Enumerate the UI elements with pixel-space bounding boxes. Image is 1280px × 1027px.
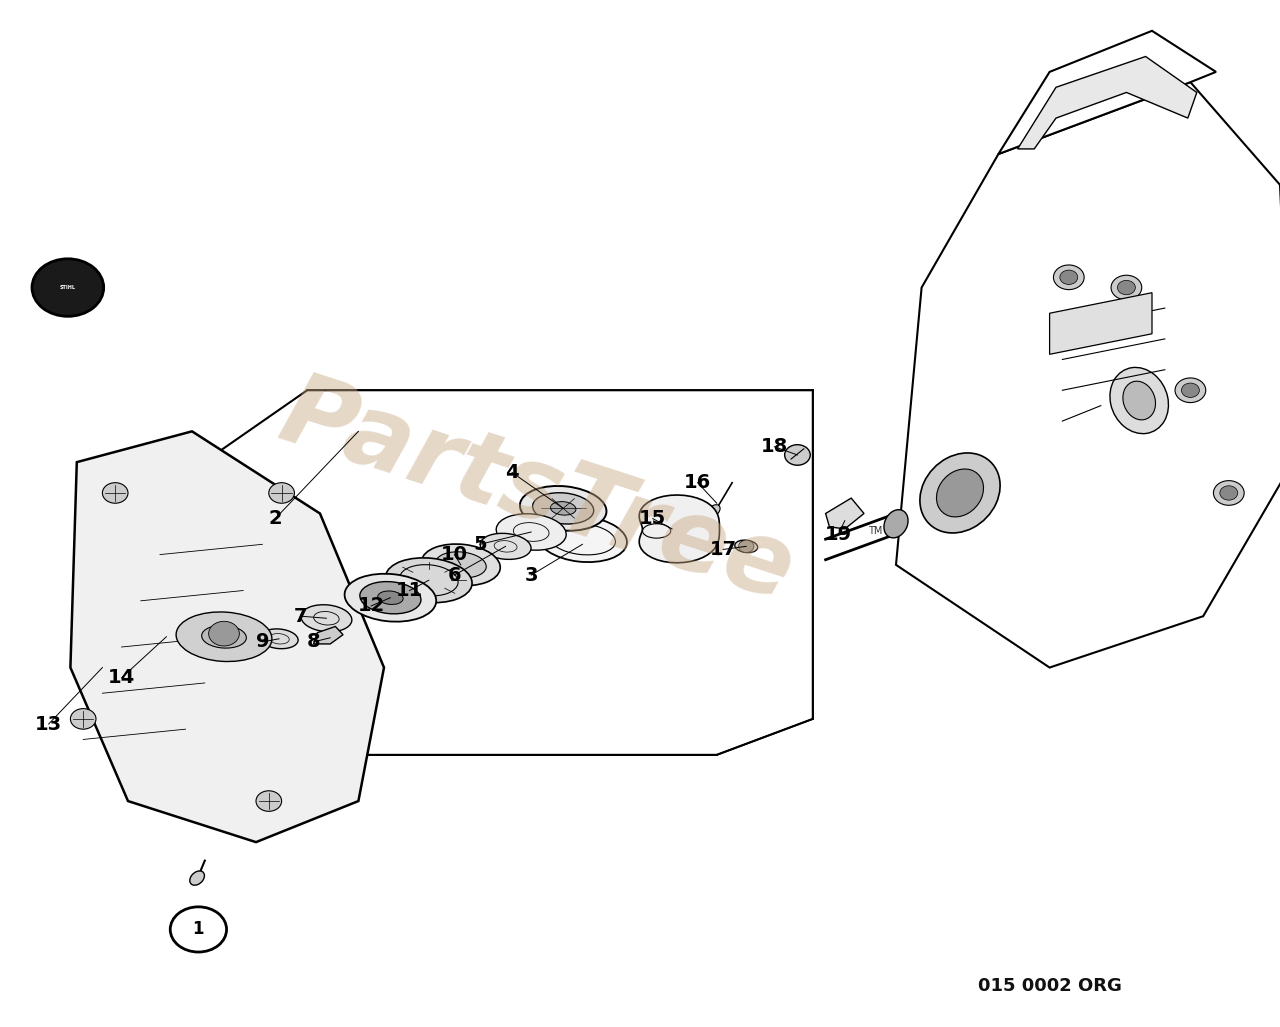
Circle shape [1060, 270, 1078, 284]
Polygon shape [70, 431, 384, 842]
Ellipse shape [520, 486, 607, 531]
Text: 6: 6 [448, 566, 461, 584]
Ellipse shape [538, 517, 627, 562]
Ellipse shape [421, 544, 500, 585]
Circle shape [170, 907, 227, 952]
Circle shape [209, 621, 239, 646]
Text: 10: 10 [440, 545, 468, 564]
Polygon shape [896, 82, 1280, 668]
Polygon shape [1050, 293, 1152, 354]
Text: 2: 2 [269, 509, 282, 528]
Circle shape [70, 709, 96, 729]
Ellipse shape [708, 504, 721, 517]
Circle shape [256, 791, 282, 811]
Ellipse shape [177, 612, 271, 661]
Circle shape [1111, 275, 1142, 300]
Ellipse shape [202, 625, 246, 648]
Ellipse shape [435, 551, 486, 578]
Circle shape [1117, 280, 1135, 295]
Circle shape [269, 483, 294, 503]
Text: 015 0002 ORG: 015 0002 ORG [978, 977, 1121, 995]
Text: 1: 1 [193, 920, 204, 939]
Circle shape [1220, 486, 1238, 500]
Ellipse shape [301, 605, 352, 632]
Text: 7: 7 [294, 607, 307, 625]
Polygon shape [1018, 56, 1197, 149]
Ellipse shape [532, 493, 594, 524]
Ellipse shape [189, 871, 205, 885]
Text: 16: 16 [684, 473, 712, 492]
Text: 8: 8 [307, 633, 320, 651]
Ellipse shape [735, 540, 758, 553]
Ellipse shape [550, 501, 576, 516]
Text: 17: 17 [709, 540, 737, 559]
Text: 4: 4 [506, 463, 518, 482]
Text: 11: 11 [396, 581, 424, 600]
Ellipse shape [360, 581, 421, 614]
Polygon shape [639, 495, 719, 563]
Ellipse shape [385, 558, 472, 603]
Polygon shape [826, 498, 864, 529]
Circle shape [32, 259, 104, 316]
Text: 14: 14 [108, 669, 136, 687]
Circle shape [1213, 481, 1244, 505]
Circle shape [1181, 383, 1199, 397]
Ellipse shape [937, 469, 983, 517]
Text: 3: 3 [525, 566, 538, 584]
Text: 19: 19 [824, 525, 852, 543]
Text: STIHL: STIHL [60, 286, 76, 290]
Text: 15: 15 [639, 509, 667, 528]
Ellipse shape [920, 453, 1000, 533]
Text: 9: 9 [256, 633, 269, 651]
Ellipse shape [497, 514, 566, 550]
Text: PartsTree: PartsTree [269, 365, 806, 621]
Ellipse shape [344, 574, 436, 621]
Circle shape [102, 483, 128, 503]
Polygon shape [314, 626, 343, 644]
Polygon shape [998, 31, 1216, 154]
Text: 18: 18 [760, 438, 788, 456]
Ellipse shape [260, 629, 298, 649]
Ellipse shape [378, 591, 403, 605]
Circle shape [739, 540, 754, 553]
Ellipse shape [1123, 381, 1156, 420]
Circle shape [785, 445, 810, 465]
Text: TM: TM [868, 526, 882, 536]
Ellipse shape [1110, 368, 1169, 433]
Text: 5: 5 [474, 535, 486, 554]
Circle shape [1175, 378, 1206, 403]
Circle shape [1053, 265, 1084, 290]
Ellipse shape [884, 509, 908, 538]
Ellipse shape [480, 533, 531, 560]
Text: 12: 12 [357, 597, 385, 615]
Text: 13: 13 [35, 715, 63, 733]
